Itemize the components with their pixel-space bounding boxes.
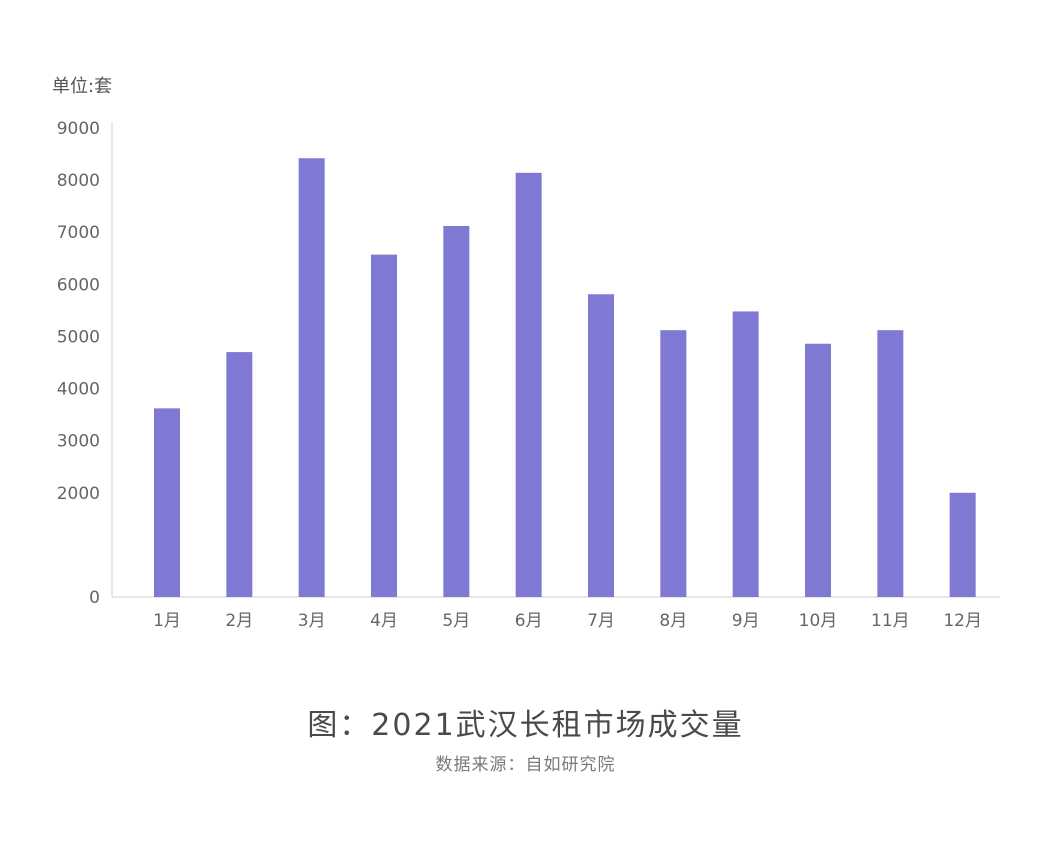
unit-label: 单位:套 (52, 76, 113, 97)
y-tick-label: 6000 (57, 275, 100, 295)
bar-chart: 0 2000 3000 4000 5000 6000 7000 8000 9000 1月 2月 3月… (57, 119, 1000, 631)
bar (949, 492, 976, 597)
bar (298, 158, 325, 598)
x-tick-label: 8月 (659, 611, 687, 631)
x-tick-label: 3月 (298, 611, 326, 631)
bar (371, 254, 397, 597)
y-tick-label: 0 (89, 588, 100, 608)
x-tick-label: 11月 (871, 611, 910, 631)
chart-source: 数据来源：自如研究院 (435, 755, 616, 775)
bar (660, 330, 687, 597)
x-tick-label: 4月 (370, 611, 398, 631)
bar (732, 311, 759, 597)
chart-title: 图：2021武汉长租市场成交量 (307, 708, 744, 743)
y-axis-ticks: 0 2000 3000 4000 5000 6000 7000 8000 9000 (57, 119, 100, 608)
bar (805, 343, 831, 597)
bar (588, 294, 614, 597)
bar (154, 408, 180, 597)
bar (515, 172, 542, 597)
x-tick-label: 6月 (515, 611, 543, 631)
bar (443, 225, 470, 598)
y-tick-label: 7000 (57, 223, 100, 243)
y-tick-label: 9000 (57, 119, 100, 139)
bars-group (154, 158, 976, 598)
y-tick-label: 3000 (57, 432, 100, 452)
x-tick-label: 7月 (587, 611, 615, 631)
x-tick-label: 1月 (153, 611, 181, 631)
y-tick-label: 2000 (57, 484, 100, 504)
bar (877, 330, 904, 597)
x-axis-ticks: 1月 2月 3月 4月 5月 6月 7月 8月 9月 10月 11月 12月 (153, 611, 982, 631)
y-tick-label: 8000 (57, 171, 100, 191)
x-tick-label: 2月 (225, 611, 253, 631)
y-tick-label: 5000 (57, 327, 100, 347)
x-tick-label: 10月 (799, 611, 838, 631)
bar (226, 352, 253, 597)
x-tick-label: 5月 (442, 611, 470, 631)
y-tick-label: 4000 (57, 380, 100, 400)
x-tick-label: 9月 (732, 611, 760, 631)
x-tick-label: 12月 (943, 611, 982, 631)
